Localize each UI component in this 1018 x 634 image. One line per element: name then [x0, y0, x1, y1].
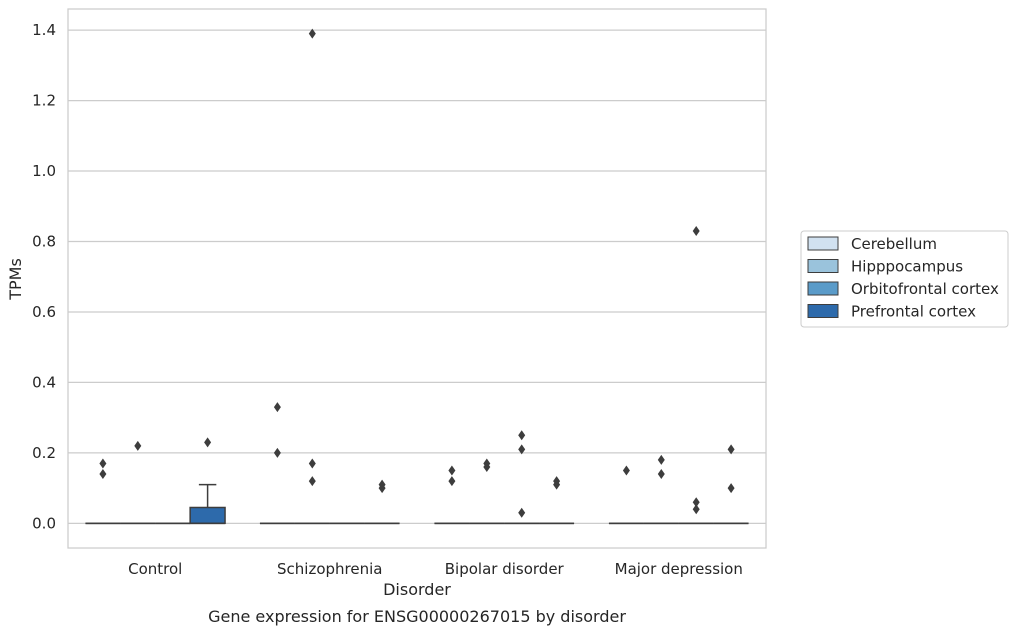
outlier-point [273, 402, 281, 413]
box-cerebellum [608, 465, 644, 525]
box-prefrontal-cortex [713, 444, 749, 525]
legend-frame [800, 230, 1009, 328]
box-orbitofrontal-cortex [678, 225, 714, 525]
outlier-point [308, 476, 316, 487]
legend-label: Cerebellum [851, 235, 937, 253]
box-cerebellum [85, 458, 121, 525]
x-tick-label: Control [128, 560, 182, 578]
y-axis-title: TPMs [6, 258, 25, 301]
outlier-point [692, 504, 700, 515]
outlier-point [378, 479, 386, 490]
outlier-point [518, 444, 526, 455]
legend-swatch [807, 259, 839, 273]
outlier-point [448, 465, 456, 476]
x-tick-label: Major depression [615, 560, 743, 578]
box-hipppocampus [469, 458, 505, 525]
legend-swatch [807, 304, 839, 318]
box-hipppocampus [643, 454, 679, 525]
box-series [85, 28, 749, 525]
box-prefrontal-cortex [189, 437, 226, 525]
outlier-point [204, 437, 212, 448]
outlier-point [692, 225, 700, 236]
outlier-point [553, 476, 561, 487]
y-tick-label: 0.0 [32, 514, 56, 532]
x-tick-label: Schizophrenia [277, 560, 382, 578]
y-tick-label: 0.6 [32, 303, 56, 321]
box-cerebellum [259, 402, 295, 525]
outlier-point [134, 440, 142, 451]
outlier-point [727, 444, 735, 455]
box-hipppocampus [294, 28, 330, 525]
x-tick-labels: Control Schizophrenia Bipolar disorder Majo… [128, 560, 743, 578]
y-tick-label: 1.2 [32, 92, 56, 110]
chart-caption: Gene expression for ENSG00000267015 by d… [208, 607, 626, 626]
legend-label: Orbitofrontal cortex [851, 280, 999, 298]
box-hipppocampus [120, 440, 156, 525]
legend-swatch [807, 236, 839, 251]
x-tick-label: Bipolar disorder [445, 560, 565, 578]
y-tick-label: 0.4 [32, 373, 56, 391]
outlier-point [99, 469, 107, 480]
legend: Cerebellum Hipppocampus Orbitofrontal cort… [800, 230, 1009, 328]
outlier-point [692, 497, 700, 508]
y-tick-label: 1.4 [32, 21, 56, 39]
outlier-point [657, 469, 665, 480]
y-tick-label: 0.8 [32, 233, 56, 251]
plot-frame [67, 8, 767, 549]
box-prefrontal-cortex [364, 479, 400, 525]
outlier-point [483, 458, 491, 469]
outlier-point [727, 483, 735, 494]
box-orbitofrontal-cortex [504, 430, 540, 525]
outlier-point [99, 458, 107, 469]
box-cerebellum [434, 465, 470, 525]
outlier-point [308, 458, 316, 469]
box-body [189, 506, 226, 525]
legend-swatch [807, 281, 839, 296]
outlier-point [518, 507, 526, 518]
y-tick-label: 1.0 [32, 162, 56, 180]
outlier-point [308, 28, 316, 39]
x-axis-title: Disorder [383, 580, 451, 599]
y-tick-label: 0.2 [32, 444, 56, 462]
y-tick-labels: 0.0 0.2 0.4 0.6 0.8 1.0 1.2 1.4 [32, 21, 56, 532]
box-prefrontal-cortex [539, 476, 575, 525]
outlier-point [448, 476, 456, 487]
outlier-point [657, 454, 665, 465]
legend-label: Hipppocampus [851, 258, 963, 276]
outlier-point [622, 465, 630, 476]
outlier-point [273, 447, 281, 458]
legend-label: Prefrontal cortex [851, 303, 976, 321]
outlier-point [518, 430, 526, 441]
